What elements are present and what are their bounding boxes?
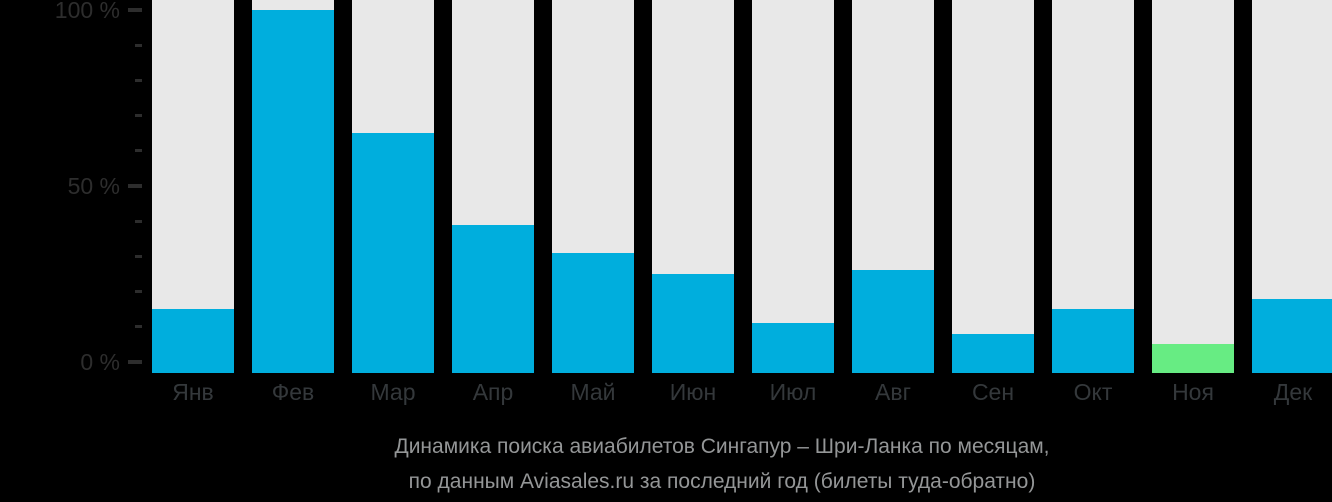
- x-tick-label-Янв: Янв: [172, 379, 214, 405]
- x-tick-label-Мар: Мар: [370, 379, 416, 405]
- y-tick-label-50: 50 %: [67, 173, 120, 199]
- x-tick-label-Июн: Июн: [669, 379, 717, 405]
- bar-fill: [852, 270, 934, 373]
- x-tick-label-Апр: Апр: [472, 379, 514, 405]
- bar-fill: [452, 225, 534, 373]
- bar-fill: [952, 334, 1034, 373]
- bar-column-Мар: [352, 0, 434, 373]
- caption-line-1: Динамика поиска авиабилетов Сингапур – Ш…: [394, 435, 1050, 458]
- bar-column-Сен: [952, 0, 1034, 373]
- y-axis-minor-tick: [135, 325, 142, 329]
- bar-column-Апр: [452, 0, 534, 373]
- bar-column-Янв: [152, 0, 234, 373]
- bar-fill: [752, 323, 834, 373]
- chart-caption: Динамика поиска авиабилетов Сингапур – Ш…: [152, 429, 1292, 499]
- bar-column-Окт: [1052, 0, 1134, 373]
- bar-column-Ноя: [1152, 0, 1234, 373]
- bar-column-Июл: [752, 0, 834, 373]
- x-tick-label-Сен: Сен: [971, 379, 1015, 405]
- y-tick-label-0: 0 %: [80, 349, 120, 375]
- y-axis-minor-tick: [135, 114, 142, 118]
- y-axis-minor-tick: [135, 254, 142, 258]
- bar-fill: [1252, 299, 1332, 373]
- x-tick-label-Ноя: Ноя: [1172, 379, 1214, 405]
- bar-column-Фев: [252, 0, 334, 373]
- bar-fill: [652, 274, 734, 373]
- y-axis-major-tick: [128, 8, 142, 12]
- y-axis-minor-tick: [135, 149, 142, 153]
- y-axis-minor-tick: [135, 78, 142, 82]
- bar-fill: [352, 133, 434, 373]
- bar-column-Июн: [652, 0, 734, 373]
- bar-column-Авг: [852, 0, 934, 373]
- x-tick-label-Июл: Июл: [769, 379, 817, 405]
- bar-fill: [252, 10, 334, 373]
- bar-fill-highlighted: [1152, 344, 1234, 373]
- bar-column-Май: [552, 0, 634, 373]
- x-tick-label-Дек: Дек: [1273, 379, 1313, 405]
- bar-fill: [152, 309, 234, 373]
- x-tick-label-Фев: Фев: [271, 379, 315, 405]
- caption-line-2: по данным Aviasales.ru за последний год …: [408, 470, 1036, 493]
- x-tick-label-Май: Май: [570, 379, 616, 405]
- y-axis-major-tick: [128, 184, 142, 188]
- y-tick-label-100: 100 %: [54, 0, 120, 23]
- x-tick-label-Авг: Авг: [875, 379, 911, 405]
- bar-column-Дек: [1252, 0, 1332, 373]
- y-axis-minor-tick: [135, 43, 142, 47]
- y-axis-minor-tick: [135, 290, 142, 294]
- x-tick-label-Окт: Окт: [1073, 379, 1113, 405]
- bar-fill: [1052, 309, 1134, 373]
- y-axis-minor-tick: [135, 219, 142, 223]
- y-axis-major-tick: [128, 360, 142, 364]
- bar-fill: [552, 253, 634, 373]
